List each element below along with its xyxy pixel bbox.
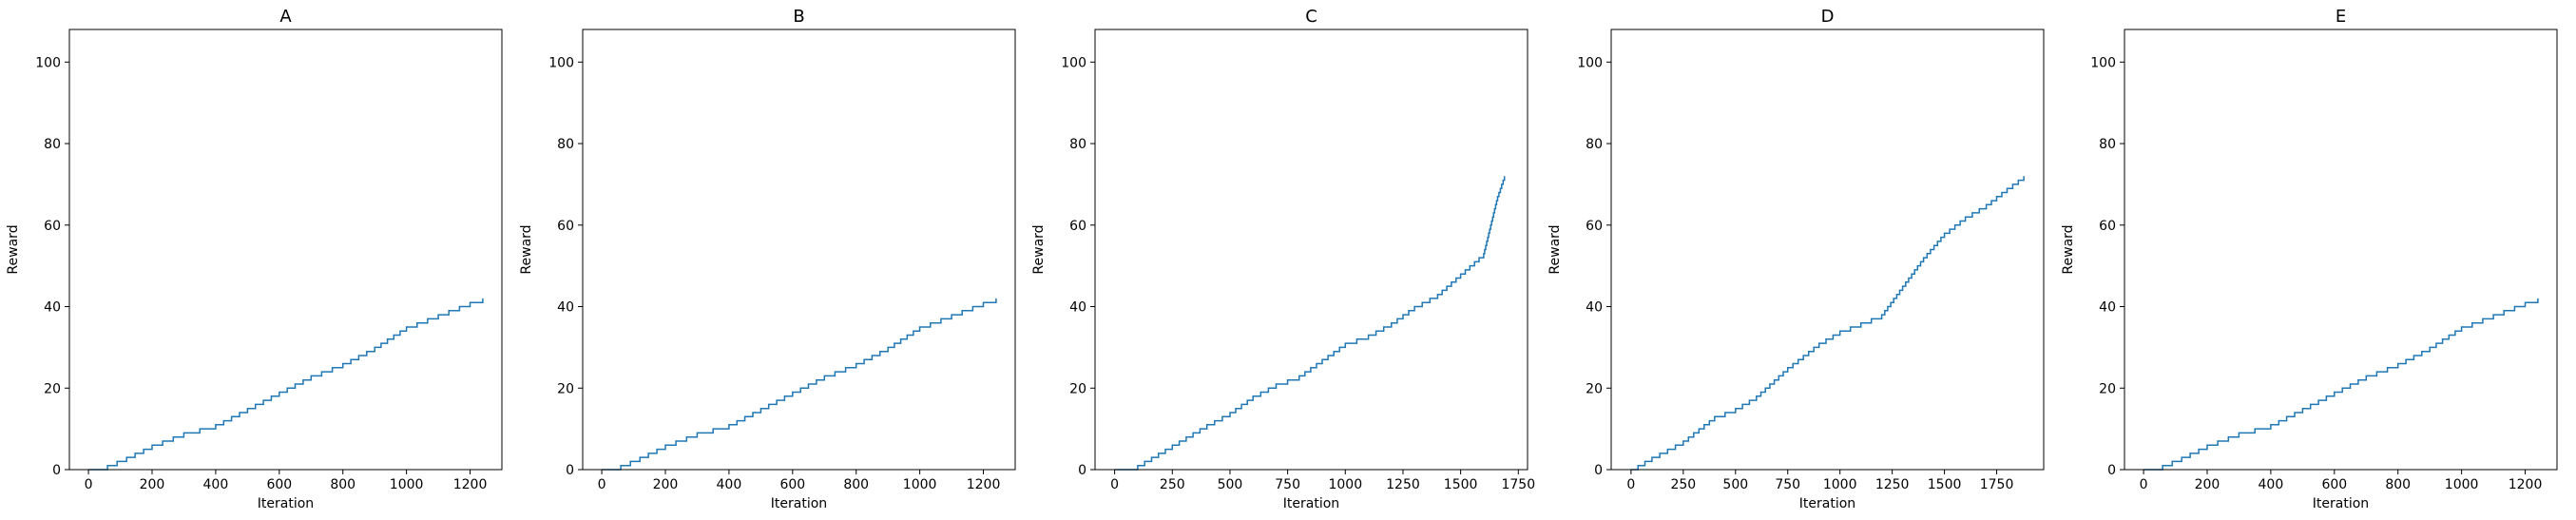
y-tick-label: 0 [1594,463,1603,478]
y-tick-label: 40 [1586,300,1603,316]
plot-frame [1610,29,2045,471]
x-tick-label: 1500 [1444,477,1478,492]
series-line [602,298,997,471]
x-tick-label: 1750 [1501,477,1535,492]
x-axis-label: Iteration [1283,496,1339,511]
series-line [1114,176,1506,471]
x-tick-label: 1200 [453,477,488,492]
chart-title: B [793,7,804,27]
y-tick-label: 0 [52,463,61,478]
x-tick-label: 500 [1722,477,1748,492]
y-tick-label: 60 [2099,219,2116,234]
x-tick-label: 0 [1110,477,1119,492]
x-tick-label: 400 [2259,477,2284,492]
x-tick-label: 1000 [2445,477,2479,492]
x-tick-label: 800 [330,477,356,492]
series-line [1630,176,2025,471]
plot-frame [2124,29,2558,471]
y-tick-label: 40 [44,300,61,316]
chart-title: C [1305,7,1317,27]
y-tick-label: 0 [566,463,574,478]
series-line [88,298,484,471]
x-tick-label: 1750 [1980,477,2014,492]
y-tick-label: 60 [44,219,61,234]
x-axis-label: Iteration [1799,496,1855,511]
y-tick-label: 40 [2099,300,2116,316]
x-axis-label: Iteration [771,496,827,511]
y-tick-label: 20 [44,381,61,396]
series-line [2143,298,2539,471]
x-tick-label: 800 [2385,477,2411,492]
chart-panel-d: 0 250 500 750 1000 1250 1500 1750 0 20 40 60 80 100 D I… [1548,7,2045,511]
y-tick-label: 100 [1577,55,1603,70]
y-tick-label: 80 [1586,137,1603,152]
y-tick-label: 80 [1069,137,1086,152]
x-tick-label: 0 [85,477,93,492]
x-tick-label: 200 [653,477,679,492]
y-tick-label: 60 [1069,219,1086,234]
x-tick-label: 0 [598,477,606,492]
y-tick-label: 100 [548,55,574,70]
x-tick-label: 1000 [390,477,424,492]
chart-panel-c: 0 250 500 750 1000 1250 1500 1750 0 20 40 60 80 100 C I… [1031,7,1535,511]
y-tick-label: 100 [35,55,61,70]
y-tick-label: 40 [557,300,574,316]
plot-frame [68,29,503,471]
x-tick-label: 200 [2195,477,2220,492]
y-tick-label: 20 [557,381,574,396]
chart-panel-e: 0 200 400 600 800 1000 1200 0 20 40 60 80 100 E Iterat… [2061,7,2558,511]
y-axis-label: Reward [1548,224,1563,274]
y-tick-label: 80 [2099,137,2116,152]
y-tick-label: 60 [557,219,574,234]
x-tick-label: 400 [203,477,229,492]
x-tick-label: 1000 [903,477,937,492]
y-tick-label: 40 [1069,300,1086,316]
x-tick-label: 1500 [1928,477,1962,492]
x-tick-label: 1250 [1875,477,1910,492]
chart-title: E [2336,7,2346,27]
x-axis-label: Iteration [2313,496,2369,511]
y-tick-label: 80 [557,137,574,152]
x-tick-label: 1000 [1823,477,1857,492]
chart-panel-a: 0 200 400 600 800 1000 1200 0 20 40 60 80 100 A Iterat… [6,7,503,511]
x-tick-label: 250 [1670,477,1696,492]
y-tick-label: 100 [2090,55,2116,70]
x-tick-label: 0 [1626,477,1635,492]
y-tick-label: 20 [1586,381,1603,396]
x-tick-label: 500 [1218,477,1243,492]
y-axis-label: Reward [1031,224,1047,274]
y-tick-label: 100 [1061,55,1086,70]
plot-frame [582,29,1016,471]
chart-title: A [279,7,292,27]
y-tick-label: 60 [1586,219,1603,234]
chart-title: D [1821,7,1835,27]
x-axis-label: Iteration [258,496,314,511]
x-tick-label: 800 [843,477,869,492]
x-tick-label: 400 [717,477,742,492]
x-tick-label: 0 [2140,477,2148,492]
x-tick-label: 600 [266,477,292,492]
plot-frame [1094,29,1528,471]
x-tick-label: 600 [779,477,805,492]
x-tick-label: 250 [1160,477,1185,492]
y-axis-label: Reward [6,224,21,274]
y-tick-label: 0 [2107,463,2116,478]
chart-panel-b: 0 200 400 600 800 1000 1200 0 20 40 60 80 100 B Iterat… [519,7,1016,511]
y-axis-label: Reward [2061,224,2076,274]
x-tick-label: 200 [140,477,165,492]
y-tick-label: 80 [44,137,61,152]
x-tick-label: 600 [2321,477,2347,492]
x-tick-label: 750 [1275,477,1300,492]
x-tick-label: 1000 [1328,477,1362,492]
y-tick-label: 20 [2099,381,2116,396]
x-tick-label: 1200 [967,477,1001,492]
x-tick-label: 1200 [2509,477,2543,492]
y-tick-label: 0 [1078,463,1086,478]
x-tick-label: 750 [1775,477,1800,492]
y-tick-label: 20 [1069,381,1086,396]
y-axis-label: Reward [519,224,534,274]
x-tick-label: 1250 [1386,477,1420,492]
